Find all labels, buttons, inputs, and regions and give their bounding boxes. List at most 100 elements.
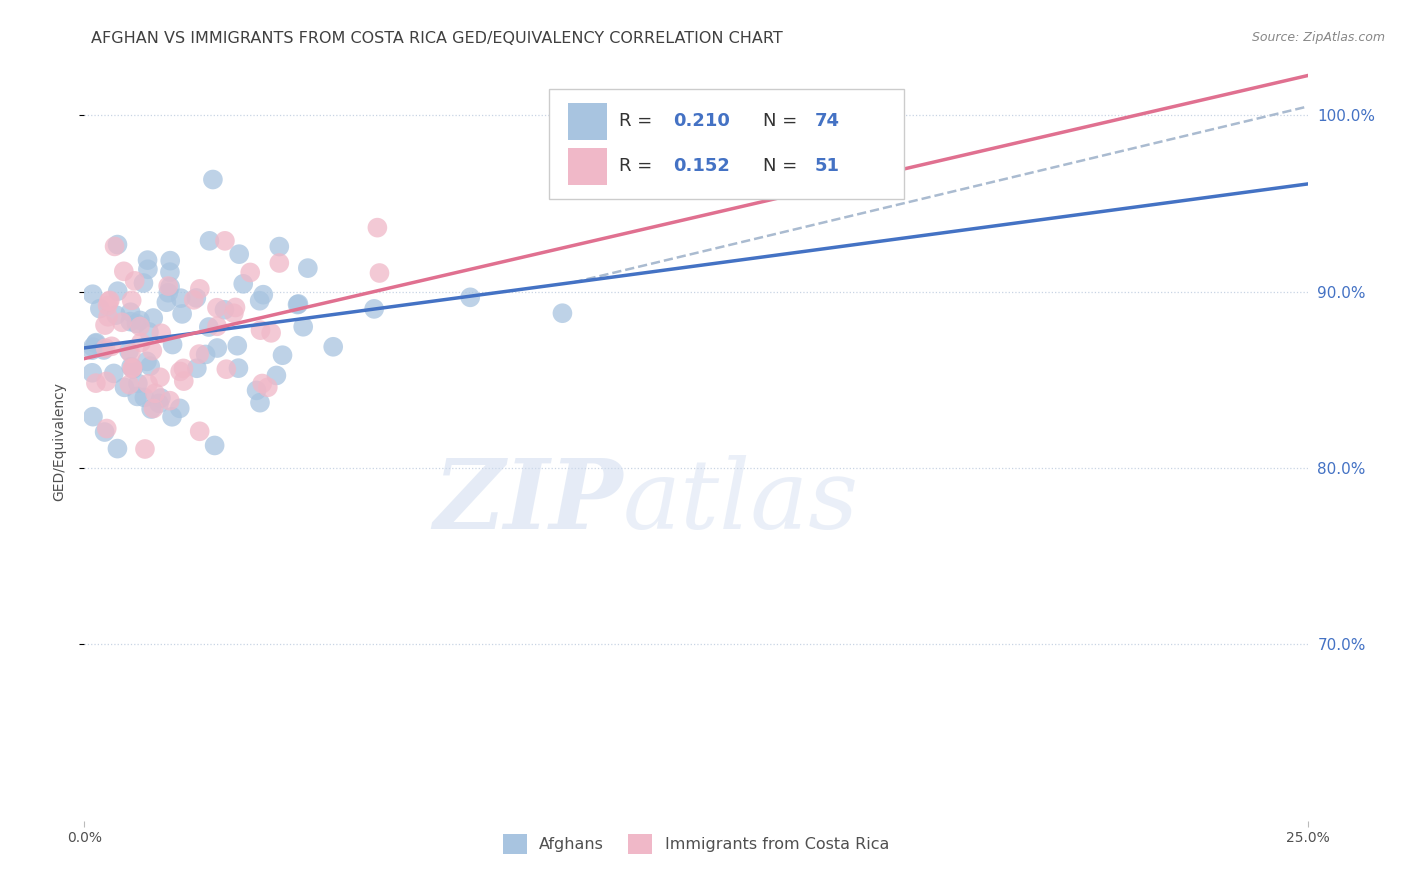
Point: [136, 253, 159, 268]
Point: [188, 425, 211, 439]
Text: R =: R =: [619, 158, 658, 176]
Text: R =: R =: [619, 112, 658, 130]
Point: [245, 384, 267, 398]
Point: [194, 347, 217, 361]
Point: [269, 256, 291, 270]
Point: [80, 343, 103, 358]
Point: [205, 301, 228, 315]
Point: [205, 319, 228, 334]
Point: [169, 401, 191, 416]
Text: AFGHAN VS IMMIGRANTS FROM COSTA RICA GED/EQUIVALENCY CORRELATION CHART: AFGHAN VS IMMIGRANTS FROM COSTA RICA GED…: [91, 31, 783, 46]
Point: [252, 376, 274, 391]
Point: [173, 374, 195, 388]
Text: 51: 51: [814, 158, 839, 176]
Point: [214, 234, 236, 248]
Point: [228, 361, 250, 376]
Point: [207, 341, 229, 355]
Point: [136, 376, 159, 391]
Point: [118, 377, 141, 392]
Point: [157, 279, 180, 293]
Point: [198, 320, 221, 334]
Point: [120, 315, 142, 329]
Point: [141, 343, 163, 358]
Point: [103, 239, 125, 253]
Point: [159, 393, 181, 408]
Point: [103, 367, 125, 381]
Point: [105, 308, 128, 322]
Point: [97, 299, 120, 313]
Point: [100, 339, 122, 353]
Point: [222, 306, 245, 320]
Point: [84, 376, 107, 391]
Point: [96, 375, 118, 389]
Text: 0.152: 0.152: [672, 158, 730, 176]
Point: [155, 295, 177, 310]
Point: [204, 438, 226, 452]
Point: [287, 297, 309, 311]
Point: [292, 319, 315, 334]
Point: [129, 335, 152, 350]
Point: [114, 380, 136, 394]
Point: [271, 348, 294, 362]
Point: [134, 391, 156, 405]
Point: [183, 293, 205, 307]
Point: [107, 237, 129, 252]
Point: [266, 368, 288, 383]
Point: [84, 335, 107, 350]
Point: [82, 409, 104, 424]
Point: [198, 234, 221, 248]
Point: [139, 359, 162, 373]
Point: [82, 287, 104, 301]
Point: [363, 301, 385, 316]
Point: [107, 284, 129, 298]
Point: [239, 265, 262, 279]
Point: [172, 307, 194, 321]
Point: [93, 343, 115, 357]
Point: [120, 305, 142, 319]
Text: N =: N =: [763, 112, 803, 130]
Y-axis label: GED/Equivalency: GED/Equivalency: [52, 382, 66, 501]
Point: [269, 239, 291, 253]
Point: [159, 253, 181, 268]
Text: Source: ZipAtlas.com: Source: ZipAtlas.com: [1251, 31, 1385, 45]
Text: N =: N =: [763, 158, 803, 176]
Point: [121, 361, 143, 376]
Point: [157, 285, 180, 300]
Point: [118, 344, 141, 359]
FancyBboxPatch shape: [568, 148, 606, 185]
Point: [94, 341, 117, 355]
Point: [97, 294, 120, 309]
Point: [322, 340, 344, 354]
Point: [121, 293, 143, 308]
Point: [136, 262, 159, 277]
Legend: Afghans, Immigrants from Costa Rica: Afghans, Immigrants from Costa Rica: [495, 827, 897, 862]
Point: [120, 346, 142, 360]
Point: [159, 265, 181, 279]
Point: [98, 293, 121, 308]
Point: [149, 370, 172, 384]
Point: [82, 366, 104, 380]
Point: [124, 274, 146, 288]
Point: [141, 402, 163, 417]
Point: [127, 389, 149, 403]
Point: [368, 266, 391, 280]
Point: [142, 401, 165, 416]
Point: [188, 347, 211, 361]
Point: [228, 247, 250, 261]
Point: [129, 319, 152, 334]
Point: [122, 362, 145, 376]
Point: [458, 290, 481, 304]
Point: [260, 326, 283, 340]
Point: [249, 293, 271, 308]
Point: [97, 310, 120, 324]
Point: [148, 396, 170, 410]
Point: [232, 277, 254, 291]
Point: [256, 380, 278, 394]
Point: [111, 315, 134, 329]
Point: [551, 306, 574, 320]
Point: [150, 326, 173, 341]
Point: [125, 317, 148, 331]
Point: [252, 287, 274, 301]
Text: ZIP: ZIP: [433, 455, 623, 549]
Point: [287, 297, 309, 311]
